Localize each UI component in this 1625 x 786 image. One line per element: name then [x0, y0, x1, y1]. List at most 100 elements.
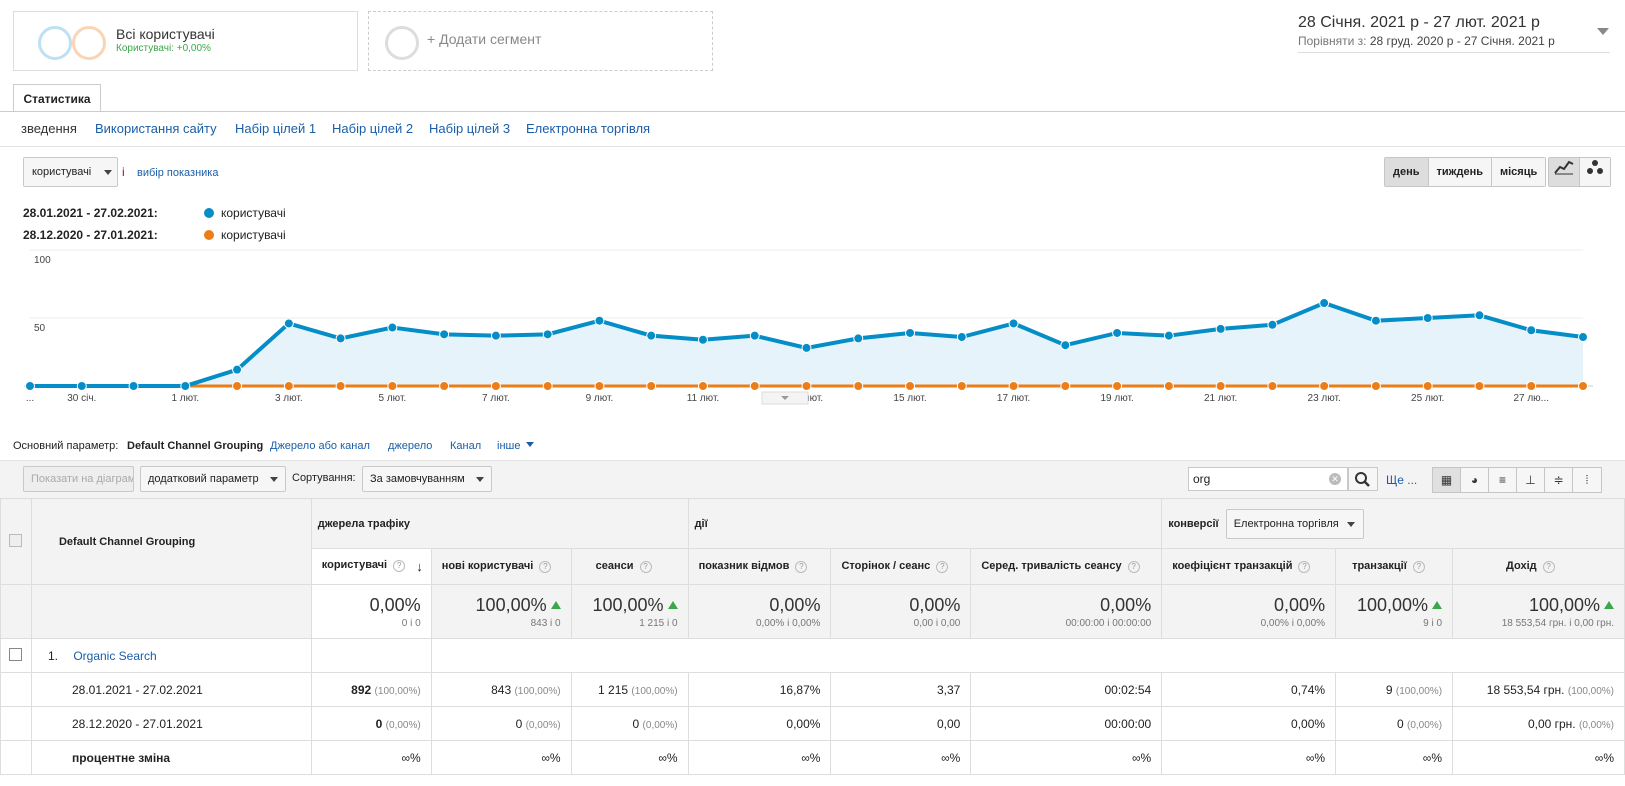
total-value: 0,00%	[369, 595, 421, 615]
search-button[interactable]	[1348, 467, 1378, 491]
plot-rows-button[interactable]: Показати на діаграмі	[23, 466, 134, 492]
primary-dim-label: Основний параметр:	[13, 440, 119, 452]
period-week-button[interactable]: тиждень	[1428, 158, 1492, 186]
subnav-goal-set-3[interactable]: Набір цілей 3	[429, 121, 511, 136]
help-icon: ?	[1127, 561, 1140, 573]
data-point	[542, 329, 553, 340]
col-transactions-header[interactable]: транзакції?	[1335, 548, 1454, 585]
legend-dot-current-icon	[204, 208, 214, 218]
primary-dim-source[interactable]: джерело	[388, 440, 433, 452]
row-check-cell	[0, 740, 32, 775]
y-tick-label: 100	[34, 255, 51, 266]
x-tick-label: 19 лют.	[1100, 393, 1133, 404]
line-chart-icon	[1554, 160, 1574, 175]
line-chart-button[interactable]	[1549, 158, 1580, 186]
x-tick-label: ...	[26, 393, 34, 404]
row-checkbox[interactable]	[9, 647, 23, 661]
data-point	[335, 381, 346, 391]
row-name-link[interactable]: Organic Search	[73, 648, 157, 663]
group-conversions-label: конверсії	[1168, 517, 1219, 530]
total-value: 0,00%	[1100, 595, 1152, 615]
data-point	[646, 330, 657, 341]
dimension-header[interactable]: Default Channel Grouping	[30, 498, 312, 585]
tab-statistics[interactable]: Статистика	[13, 84, 101, 112]
comparison-view-icon[interactable]: ⊥	[1517, 468, 1545, 492]
data-point	[1215, 323, 1226, 334]
conversion-type-select[interactable]: Електронна торгівля	[1225, 508, 1364, 539]
period-month-button[interactable]: місяць	[1491, 158, 1546, 186]
total-cell: 0,00% 0,00% і 0,00%	[1161, 584, 1337, 639]
row-check-cell	[0, 672, 32, 707]
metric-pick-link[interactable]: вибір показника	[137, 167, 219, 179]
select-all-checkbox[interactable]	[9, 533, 23, 547]
data-cell: 0 (0,00%)	[570, 706, 689, 741]
subnav-divider	[0, 146, 1625, 147]
col-revenue-header[interactable]: Дохід?	[1452, 548, 1625, 585]
term-cloud-view-icon[interactable]: ≑	[1545, 468, 1573, 492]
col-pages-per-session-header[interactable]: Сторінок / сеанс?	[830, 548, 972, 585]
data-cell: ∞%	[310, 740, 432, 775]
motion-chart-button[interactable]	[1580, 158, 1610, 186]
pivot-view-icon[interactable]: ⦙	[1573, 468, 1601, 492]
total-cell: 0,00% 0 і 0	[310, 584, 432, 639]
segment-all-users[interactable]: Всі користувачі Користувачі: +0,00%	[13, 11, 358, 71]
total-detail: 00:00:00 і 00:00:00	[1065, 618, 1152, 629]
data-cell: 0,00 грн. (0,00%)	[1452, 706, 1625, 741]
primary-dim-other[interactable]: інше	[497, 440, 534, 452]
percentage-pie-view-icon[interactable]: ◕	[1461, 468, 1489, 492]
total-detail: 0,00% і 0,00%	[1260, 618, 1326, 629]
col-transaction-rate-header[interactable]: коефіцієнт транзакцій?	[1161, 548, 1337, 585]
help-icon: ?	[393, 560, 406, 572]
data-cell: ∞%	[1335, 740, 1454, 775]
select-all-cell[interactable]	[0, 498, 32, 585]
data-point	[1060, 340, 1071, 351]
data-point	[853, 381, 864, 391]
table-row: 1. Organic Search	[0, 638, 1625, 673]
col-sessions-header[interactable]: сеанси?	[570, 548, 689, 585]
col-bounce-rate-header[interactable]: показник відмов?	[687, 548, 832, 585]
data-point	[956, 332, 967, 343]
data-point	[1370, 381, 1381, 391]
performance-bar-view-icon[interactable]: ≡	[1489, 468, 1517, 492]
x-tick-label: 15 лют.	[893, 393, 926, 404]
subnav-summary[interactable]: зведення	[21, 121, 77, 136]
data-cell: ∞%	[570, 740, 689, 775]
total-detail: 0,00% і 0,00%	[755, 618, 821, 629]
subnav-goal-set-2[interactable]: Набір цілей 2	[332, 121, 414, 136]
add-segment-button[interactable]: + Додати сегмент	[368, 11, 713, 71]
period-toggle: день тиждень місяць	[1384, 157, 1547, 187]
primary-dim-medium[interactable]: Канал	[450, 440, 482, 452]
cell-pct: (100,00%)	[1567, 685, 1614, 697]
data-point	[1578, 381, 1588, 391]
table-search-input[interactable]: org ✕	[1188, 467, 1348, 491]
primary-dim-source-medium[interactable]: Джерело або канал	[270, 440, 370, 452]
total-detail: 843 і 0	[530, 618, 561, 629]
table-row: процентне зміна ∞% ∞% ∞% ∞% ∞% ∞% ∞% ∞% …	[0, 740, 1625, 775]
total-value: 100,00%	[592, 595, 664, 615]
sort-type-select[interactable]: За замовчуванням	[362, 466, 492, 492]
secondary-dimension-select[interactable]: додатковий параметр	[140, 466, 286, 492]
sort-label: Сортування:	[292, 472, 356, 484]
subnav-goal-set-1[interactable]: Набір цілей 1	[235, 121, 317, 136]
col-users-header[interactable]: користувачі? ↓	[310, 548, 432, 585]
subnav-site-usage[interactable]: Використання сайту	[95, 121, 217, 136]
total-cell: 100,00% 18 553,54 грн. і 0,00 грн.	[1452, 584, 1625, 639]
x-tick-label: 11 лют.	[687, 393, 720, 404]
col-avg-session-duration-header[interactable]: Серед. тривалість сеансу?	[970, 548, 1163, 585]
data-point	[387, 381, 398, 391]
clear-search-icon[interactable]: ✕	[1329, 473, 1341, 485]
subnav-ecommerce[interactable]: Електронна торгівля	[526, 121, 651, 136]
metric-select[interactable]: користувачі	[23, 157, 118, 187]
data-cell: ∞%	[430, 740, 572, 775]
advanced-filter-link[interactable]: Ще ...	[1386, 473, 1418, 487]
data-point	[1578, 332, 1588, 343]
chevron-down-icon	[476, 477, 484, 482]
help-icon: ?	[1412, 561, 1425, 573]
row-check-cell[interactable]	[0, 638, 32, 673]
data-table-view-icon[interactable]: ▦	[1433, 468, 1461, 492]
total-cell: 100,00% 1 215 і 0	[570, 584, 689, 639]
data-point	[956, 381, 967, 391]
col-new-users-header[interactable]: нові користувачі?	[430, 548, 572, 585]
period-day-button[interactable]: день	[1385, 158, 1429, 186]
data-point	[1422, 381, 1433, 391]
